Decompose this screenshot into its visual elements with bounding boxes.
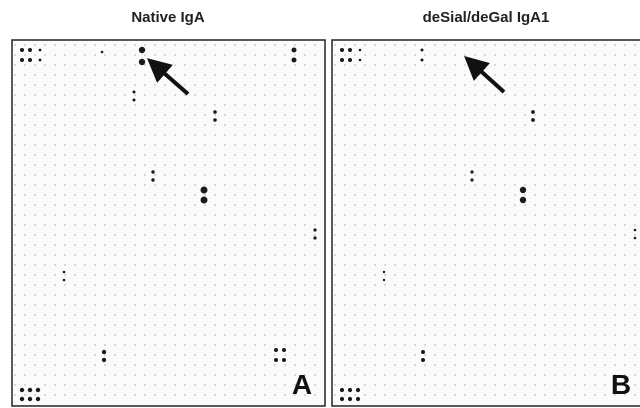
panel-label: A [292,369,312,400]
panel-a [12,40,325,406]
panel-b [332,40,640,406]
panel-label: B [611,369,631,400]
panel-title: deSial/deGal IgA1 [423,9,550,26]
figure: Native IgA A deSial/deGal IgA1 [0,0,640,408]
panel-title: Native IgA [131,9,205,26]
